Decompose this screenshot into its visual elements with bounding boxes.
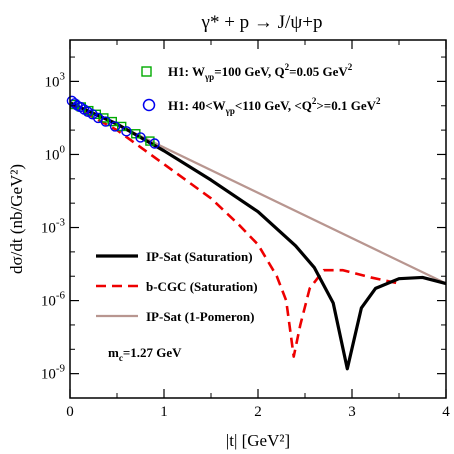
data-point-circle [135, 132, 146, 143]
x-tick-label: 4 [442, 404, 450, 420]
series-line-1 [69, 103, 400, 358]
mass-annotation: mc=1.27 GeV [108, 345, 182, 363]
legend-square-marker [141, 66, 152, 77]
legend: H1: Wγp=100 GeV, Q2=0.05 GeV2 H1: 40<Wγp<… [96, 62, 381, 363]
series-line-0 [69, 101, 447, 371]
y-tick-label: 10-6 [41, 290, 66, 310]
data-point-circle [100, 116, 111, 127]
data-point-circle [109, 121, 121, 132]
data-point-circle [149, 138, 160, 149]
legend-line-label: IP-Sat (Saturation) [146, 249, 253, 264]
x-tick-label: 3 [348, 404, 356, 420]
data-point-circle [87, 109, 98, 120]
y-tick-label: 103 [45, 70, 66, 90]
x-tick-label: 2 [254, 404, 262, 420]
markers-layer [66, 95, 160, 149]
y-tick-label: 10-9 [41, 363, 66, 383]
curves-layer [69, 101, 447, 371]
legend-data-label: H1: 40<Wγp<110 GeV, <Q2>=0.1 GeV2 [168, 96, 381, 116]
ticks-layer: 0 1 2 3 4 103 100 10-3 10-6 10-9 [41, 40, 450, 420]
legend-line-label: IP-Sat (1-Pomeron) [146, 309, 254, 324]
legend-circle-marker [142, 98, 156, 112]
x-axis-label: |t| [GeV²] [226, 431, 290, 450]
y-tick-label: 10-3 [41, 217, 66, 237]
y-axis-label: dσ/dt (nb/GeV²) [7, 164, 26, 274]
axis-labels: |t| [GeV²] dσ/dt (nb/GeV²) [7, 164, 290, 450]
x-tick-label: 0 [66, 404, 74, 420]
legend-data-label: H1: Wγp=100 GeV, Q2=0.05 GeV2 [168, 62, 353, 82]
chart-title-text: γ* + p → J/ψ+p [201, 12, 323, 33]
chart-title: γ* + p → J/ψ+p [201, 12, 323, 33]
x-tick-label: 1 [160, 404, 168, 420]
data-point-circle [121, 126, 132, 137]
y-tick-label: 100 [45, 143, 66, 163]
legend-line-label: b-CGC (Saturation) [146, 279, 258, 294]
